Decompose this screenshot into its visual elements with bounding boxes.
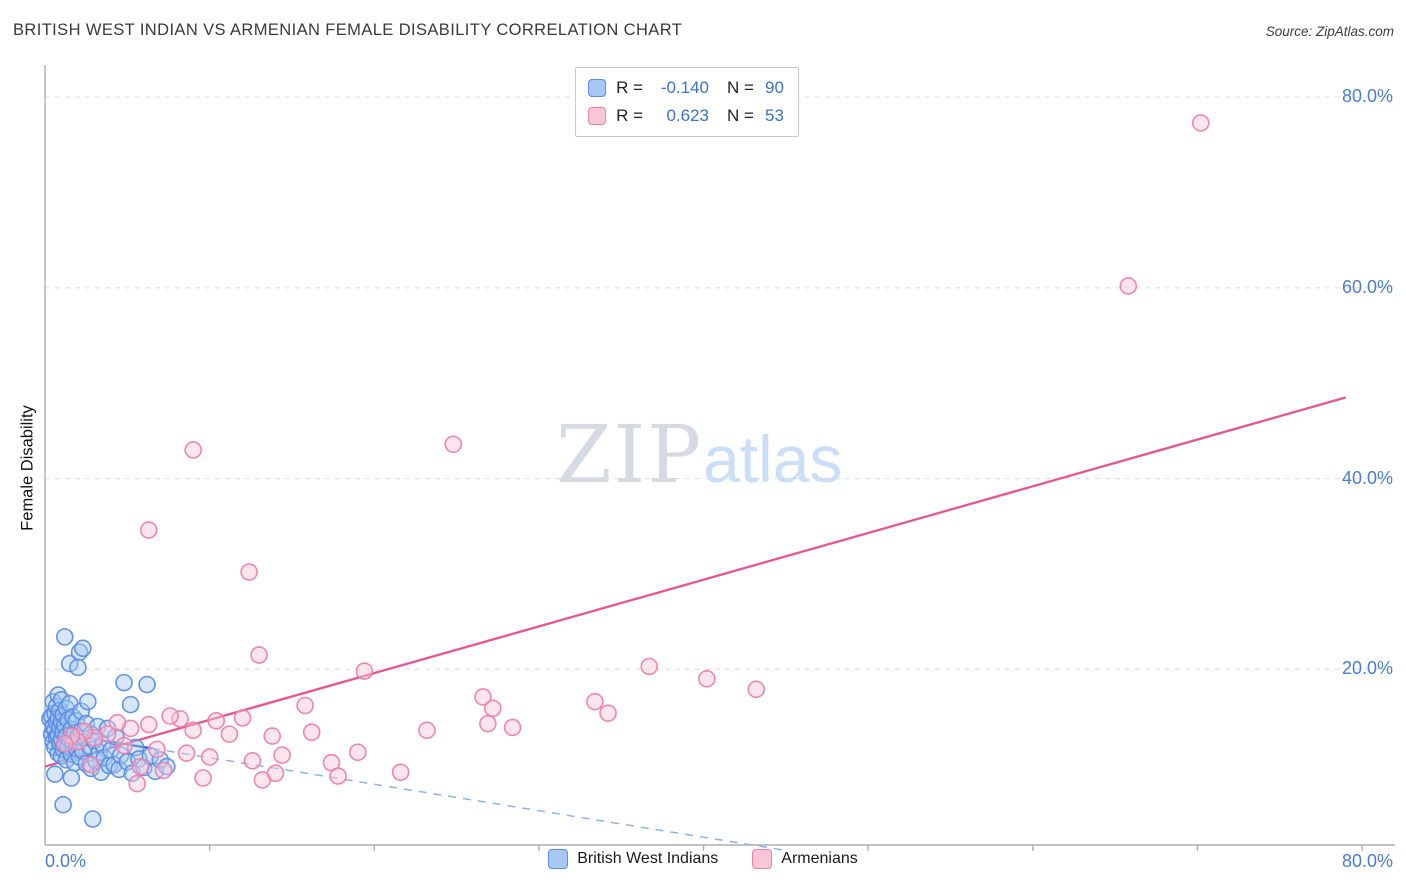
scatter-point-Armenians (391, 763, 410, 782)
scatter-point-Armenians (273, 746, 291, 764)
y-tick-label-80: 80.0% (1341, 86, 1393, 106)
scatter-point-British West Indians (105, 755, 123, 774)
scatter-point-Armenians (115, 736, 133, 755)
legend-item-armenians: Armenians (752, 849, 858, 869)
scatter-point-Armenians (698, 670, 716, 688)
scatter-point-Armenians (98, 725, 117, 743)
scatter-point-Armenians (599, 704, 617, 722)
scatter-point-Armenians (131, 757, 150, 776)
scatter-point-British West Indians (55, 628, 74, 646)
scatter-point-Armenians (640, 657, 659, 676)
blue-series-swatch (588, 79, 607, 97)
scatter-point-Armenians (329, 767, 347, 785)
scatter-point-British West Indians (62, 769, 81, 787)
scatter-point-Armenians (1191, 114, 1210, 132)
scatter-point-Armenians (250, 646, 268, 664)
scatter-point-Armenians (266, 764, 285, 783)
scatter-point-British West Indians (83, 810, 102, 828)
scatter-point-British West Indians (74, 639, 92, 658)
r-value: 0.623 (666, 106, 709, 125)
scatter-point-Armenians (747, 680, 766, 699)
r-label: R = (616, 106, 643, 125)
series-label: Armenians (781, 850, 858, 867)
scatter-point-Armenians (85, 729, 104, 747)
y-tick-label-40: 40.0% (1341, 468, 1393, 488)
r-value: -0.140 (660, 78, 709, 97)
scatter-point-Armenians (184, 721, 202, 740)
scatter-point-Armenians (243, 752, 262, 770)
n-label: N = (727, 78, 754, 97)
scatter-point-Armenians (108, 713, 127, 732)
zipatlas-watermark: ZIPatlas (556, 408, 842, 501)
scatter-point-Armenians (474, 688, 492, 706)
watermark-zip-text: ZIP (556, 408, 704, 501)
x-axis-min-label: 0.0% (45, 851, 87, 871)
scatter-point-British West Indians (121, 695, 140, 714)
r-label: R = (616, 78, 643, 97)
scatter-point-Armenians (184, 441, 202, 459)
trend-line-Armenians (44, 396, 1346, 768)
blue-series-swatch (548, 849, 569, 869)
scatter-point-British West Indians (60, 654, 79, 673)
scatter-point-Armenians (444, 435, 463, 454)
n-label: N = (727, 106, 754, 125)
scatter-point-British West Indians (115, 673, 133, 692)
watermark-atlas-text: atlas (703, 422, 843, 496)
scatter-point-Armenians (171, 710, 189, 728)
scatter-point-Armenians (82, 755, 100, 774)
scatter-point-Armenians (154, 761, 173, 780)
scatter-point-Armenians (233, 709, 252, 727)
scatter-point-British West Indians (79, 692, 97, 711)
y-tick-label-60: 60.0% (1341, 277, 1393, 297)
n-value: 90 (765, 78, 784, 97)
legend-row-british-west-indians: R = -0.140 N = 90 (588, 75, 784, 101)
scatter-point-Armenians (148, 740, 166, 759)
scatter-point-Armenians (586, 692, 604, 711)
legend-item-british-west-indians: British West Indians (548, 849, 718, 869)
trend-line-dashed-British West Indians (151, 747, 786, 852)
scatter-point-Armenians (75, 722, 94, 741)
scatter-point-Armenians (355, 662, 374, 680)
scatter-point-Armenians (55, 734, 74, 753)
series-label: British West Indians (577, 850, 719, 867)
legend-row-armenians: R = 0.623 N = 53 (588, 103, 784, 129)
n-value: 53 (765, 106, 784, 125)
pink-series-swatch (588, 107, 607, 125)
scatter-point-Armenians (296, 696, 314, 715)
scatter-point-Armenians (139, 521, 158, 539)
scatter-point-Armenians (240, 563, 258, 581)
correlation-legend: R = -0.140 N = 90 R = 0.623 N = 53 (575, 67, 799, 137)
scatter-point-British West Indians (46, 765, 64, 783)
scatter-point-Armenians (349, 743, 367, 762)
scatter-point-Armenians (479, 714, 497, 733)
scatter-point-Armenians (194, 769, 212, 787)
scatter-point-British West Indians (111, 746, 130, 764)
page-title: BRITISH WEST INDIAN VS ARMENIAN FEMALE D… (13, 21, 683, 39)
series-legend: British West Indians Armenians (0, 849, 1406, 869)
scatter-point-Armenians (207, 711, 226, 730)
scatter-point-British West Indians (138, 675, 156, 694)
source-attribution: Source: ZipAtlas.com (1265, 24, 1394, 39)
scatter-point-Armenians (484, 699, 502, 718)
scatter-point-Armenians (220, 725, 239, 743)
scatter-point-British West Indians (54, 795, 72, 814)
scatter-point-Armenians (302, 723, 321, 742)
scatter-point-Armenians (139, 715, 158, 734)
scatter-point-Armenians (161, 707, 179, 725)
scatter-point-Armenians (418, 721, 436, 740)
scatter-point-Armenians (177, 744, 196, 763)
pink-series-swatch (752, 849, 773, 869)
x-axis-max-label: 80.0% (1341, 851, 1393, 871)
scatter-point-British West Indians (69, 658, 87, 677)
scatter-point-Armenians (503, 718, 522, 737)
scatter-point-Armenians (128, 774, 146, 793)
scatter-point-British West Indians (151, 751, 170, 769)
scatter-point-Armenians (1119, 277, 1138, 295)
scatter-point-Armenians (263, 727, 281, 745)
y-tick-label-20: 20.0% (1341, 658, 1393, 678)
scatter-point-Armenians (200, 748, 219, 766)
